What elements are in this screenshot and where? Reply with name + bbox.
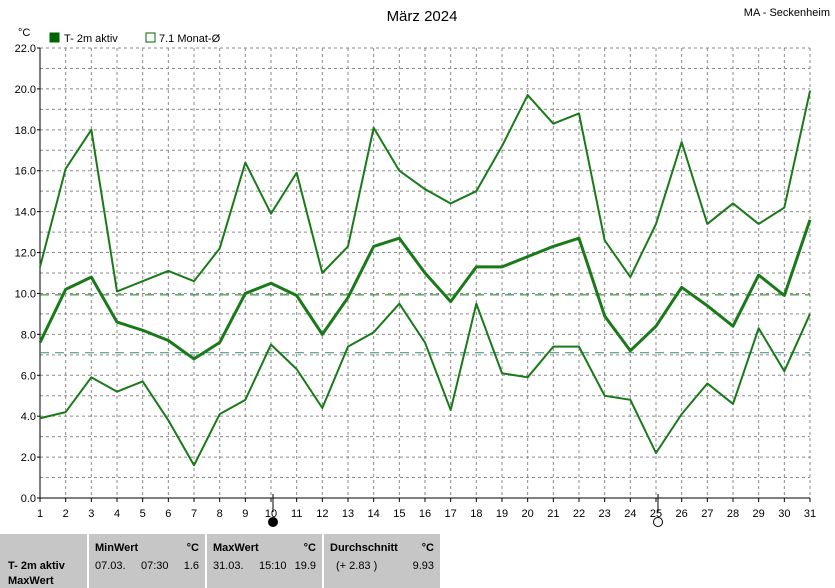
reference-lines: [40, 294, 810, 354]
x-tick-label: 27: [701, 508, 713, 520]
max-time: 15:10: [259, 560, 287, 572]
y-tick-label: 12.0: [15, 248, 36, 260]
x-tick-label: 23: [599, 508, 611, 520]
y-tick-label: 14.0: [15, 207, 36, 219]
statistics-panel: T- 2m aktiv MaxWert MinWert °C 07.03. 07…: [0, 532, 835, 588]
y-unit-label: °C: [18, 27, 30, 39]
stats-avg-column: Durchschnitt °C (+ 2.83 ) 9.93: [324, 534, 440, 588]
avg-header: Durchschnitt: [330, 542, 398, 554]
x-tick-label: 8: [217, 508, 223, 520]
x-tick-label: 1: [37, 508, 43, 520]
y-tick-label: 22.0: [15, 43, 36, 55]
stats-min-column: MinWert °C 07.03. 07:30 1.6: [89, 534, 205, 588]
avg-delta: (+ 2.83 ): [336, 560, 378, 572]
series-line-mean: [38, 219, 812, 361]
x-tick-label: 10: [265, 508, 277, 520]
avg-unit: °C: [421, 542, 434, 554]
min-value: 1.6: [183, 560, 199, 572]
stats-series-name: T- 2m aktiv: [8, 560, 65, 572]
y-tick-label: 2.0: [21, 452, 36, 464]
y-tick-label: 20.0: [15, 84, 36, 96]
x-tick-label: 3: [88, 508, 94, 520]
x-tick-label: 20: [522, 508, 534, 520]
series-line-max: [39, 90, 811, 293]
x-tick-label: 29: [753, 508, 765, 520]
series-lines: [38, 90, 812, 467]
x-tick-label: 21: [547, 508, 559, 520]
y-tick-label: 10.0: [15, 288, 36, 300]
moon-markers: [268, 494, 663, 527]
x-tick-label: 4: [114, 508, 120, 520]
station-name: MA - Seckenheim: [744, 7, 830, 19]
full-moon-icon: [653, 517, 663, 527]
x-tick-label: 18: [470, 508, 482, 520]
y-tick-label: 4.0: [21, 411, 36, 423]
max-value: 19.9: [294, 560, 316, 572]
x-tick-label: 2: [63, 508, 69, 520]
x-tick-label: 9: [242, 508, 248, 520]
axes: 0.0 2.0 4.0 6.0 8.0 10.0 12.0 14.0 16.0 18.0 20.0 2…: [15, 43, 817, 520]
x-tick-label: 24: [624, 508, 636, 520]
max-unit: °C: [303, 542, 316, 554]
x-tick-label: 25: [650, 508, 662, 520]
x-tick-label: 22: [573, 508, 585, 520]
x-tick-label: 31: [804, 508, 816, 520]
legend-label-actual: T- 2m aktiv: [64, 33, 118, 45]
new-moon-icon: [268, 517, 278, 527]
x-tick-label: 26: [676, 508, 688, 520]
min-unit: °C: [186, 542, 199, 554]
temperature-chart: März 2024 MA - Seckenheim °C T- 2m aktiv…: [15, 7, 830, 527]
stats-label-column: T- 2m aktiv MaxWert: [0, 534, 87, 588]
chart-title: März 2024: [387, 8, 458, 25]
min-time: 07:30: [141, 560, 169, 572]
y-tick-label: 16.0: [15, 166, 36, 178]
y-tick-label: 18.0: [15, 125, 36, 137]
legend-label-monthly-avg: 7.1 Monat-Ø: [159, 33, 221, 45]
x-tick-label: 13: [342, 508, 354, 520]
legend-swatch-monthly-avg: [145, 32, 156, 43]
stats-row2-label: MaxWert: [8, 575, 54, 587]
x-tick-label: 17: [445, 508, 457, 520]
avg-value: 9.93: [412, 560, 434, 572]
max-date: 31.03.: [213, 560, 244, 572]
x-tick-label: 28: [727, 508, 739, 520]
y-tick-label: 6.0: [21, 370, 36, 382]
x-tick-label: 16: [419, 508, 431, 520]
max-header: MaxWert: [213, 542, 259, 554]
y-tick-label: 0.0: [21, 493, 36, 505]
series-line-min: [39, 302, 811, 467]
x-tick-label: 5: [140, 508, 146, 520]
x-tick-label: 14: [368, 508, 380, 520]
x-tick-label: 7: [191, 508, 197, 520]
x-tick-label: 12: [316, 508, 328, 520]
x-tick-label: 11: [291, 508, 302, 520]
x-tick-label: 6: [165, 508, 171, 520]
x-tick-label: 19: [496, 508, 508, 520]
x-tick-label: 15: [393, 508, 405, 520]
y-tick-label: 8.0: [21, 329, 36, 341]
stats-max-column: MaxWert °C 31.03. 15:10 19.9: [207, 534, 322, 588]
min-date: 07.03.: [95, 560, 126, 572]
legend-swatch-actual: [49, 32, 60, 43]
x-tick-label: 30: [778, 508, 790, 520]
min-header: MinWert: [95, 542, 139, 554]
